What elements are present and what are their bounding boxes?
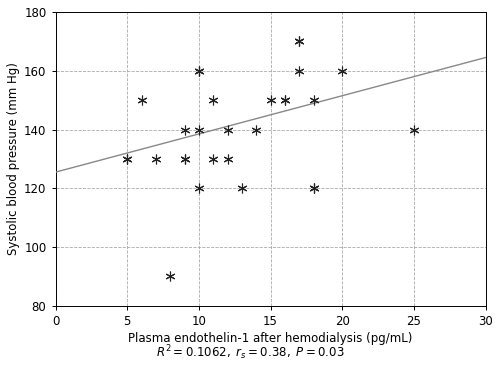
Text: $R^2 = 0.1062,\ r_s = 0.38,\ P = 0.03$: $R^2 = 0.1062,\ r_s = 0.38,\ P = 0.03$ — [156, 343, 344, 362]
X-axis label: Plasma endothelin-1 after hemodialysis (pg/mL): Plasma endothelin-1 after hemodialysis (… — [128, 332, 413, 345]
Y-axis label: Systolic blood pressure (mm Hg): Systolic blood pressure (mm Hg) — [7, 62, 20, 256]
